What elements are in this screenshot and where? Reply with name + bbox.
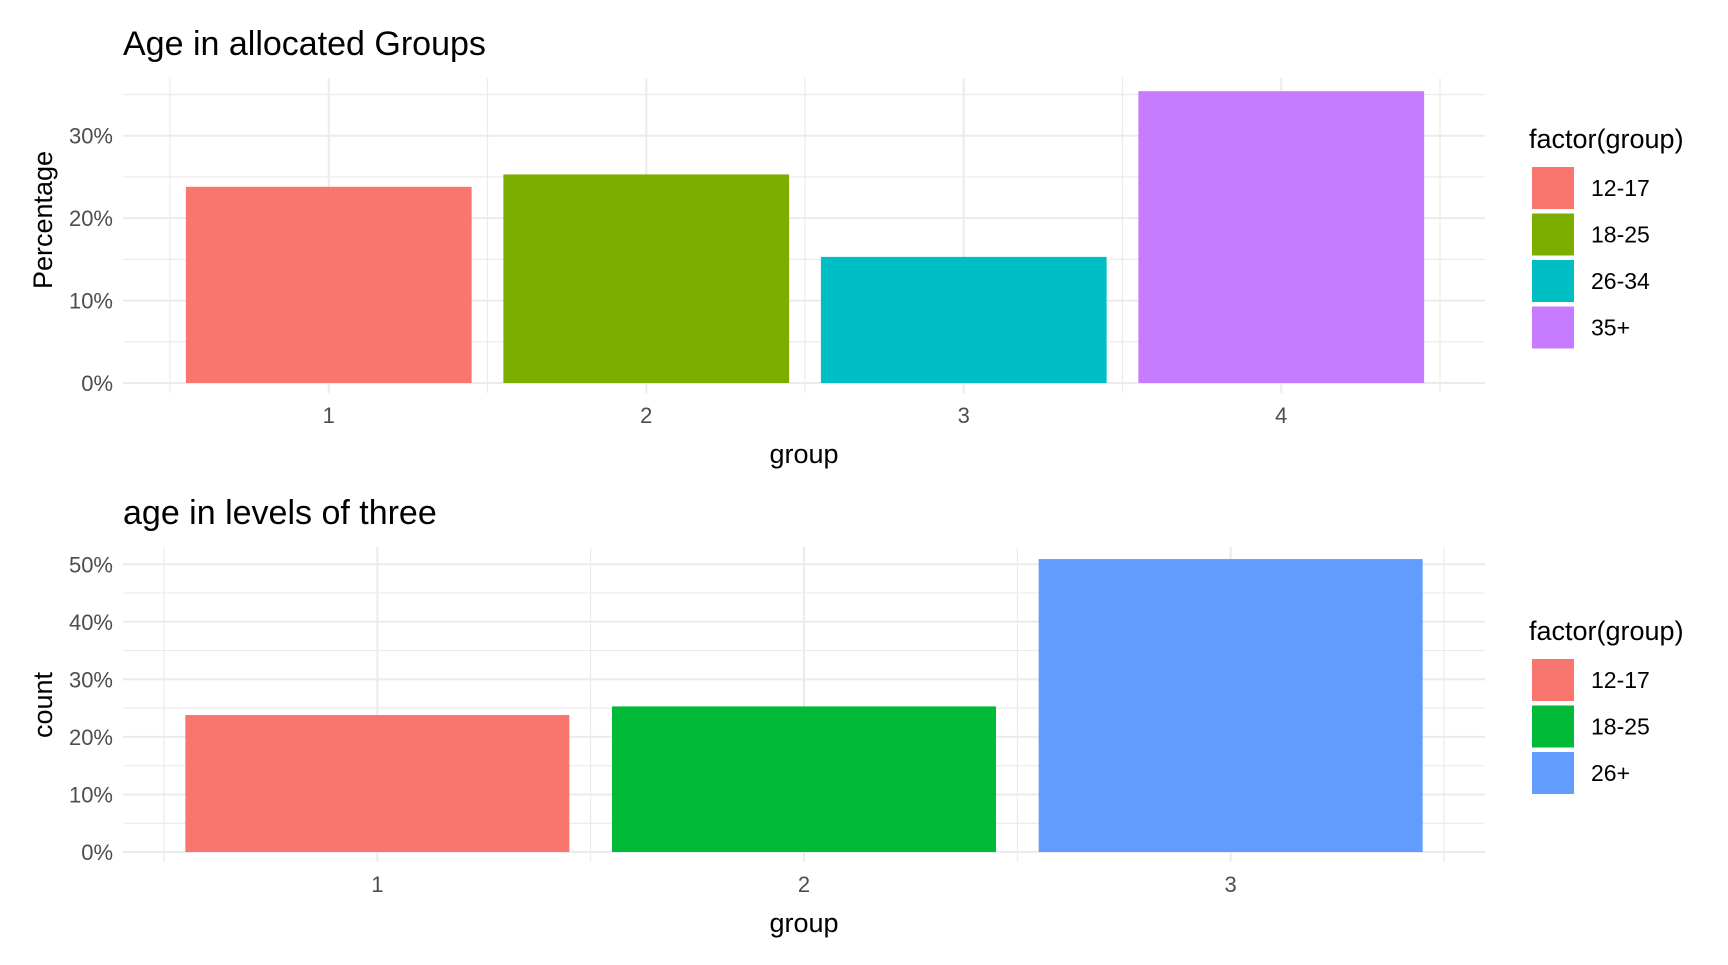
legend-key-18-25 <box>1532 213 1574 256</box>
chart-2-y-axis-title: count <box>28 671 58 738</box>
bar-group-3 <box>1038 559 1423 852</box>
y-tick-label: 20% <box>69 206 113 231</box>
chart-1-y-axis-title: Percentage <box>28 151 58 289</box>
legend-key-12-17 <box>1532 659 1574 701</box>
chart-1-legend: 12-17 18-25 26-34 35+ <box>1532 167 1650 349</box>
legend-key-12-17 <box>1532 167 1574 209</box>
y-tick-label: 50% <box>69 552 113 577</box>
x-tick-label: 2 <box>798 872 810 897</box>
bar-group-3 <box>820 256 1107 383</box>
legend-key-35+ <box>1532 306 1574 349</box>
legend-key-26+ <box>1532 752 1574 794</box>
x-tick-label: 1 <box>371 872 383 897</box>
chart-2-x-axis-title: group <box>769 908 838 938</box>
bar-group-2 <box>503 174 790 383</box>
chart-2-legend-title: factor(group) <box>1529 616 1684 646</box>
bar-group-2 <box>612 706 996 852</box>
y-tick-label: 30% <box>69 124 113 149</box>
x-tick-label: 1 <box>323 403 335 428</box>
chart-1-title: Age in allocated Groups <box>123 25 486 63</box>
legend-label: 12-17 <box>1591 175 1650 201</box>
legend-key-18-25 <box>1532 705 1574 748</box>
legend-label: 18-25 <box>1591 714 1650 740</box>
legend-label: 26+ <box>1591 760 1630 786</box>
y-tick-label: 0% <box>81 840 113 865</box>
legend-label: 12-17 <box>1591 667 1650 693</box>
chart-1-legend-title: factor(group) <box>1529 124 1684 154</box>
bar-group-4 <box>1138 91 1425 384</box>
x-tick-label: 3 <box>1225 872 1237 897</box>
legend-key-26-34 <box>1532 260 1574 302</box>
y-tick-label: 30% <box>69 667 113 692</box>
chart-1-x-axis-title: group <box>769 439 838 469</box>
chart-1: Age in allocated Groups 0%10%20%30%1 2 3 4 … <box>28 25 1684 469</box>
legend-label: 26-34 <box>1591 268 1650 294</box>
chart-2-plot-panel: 0% 10% 20% 30% 40% 50% 1 2 3 <box>69 547 1485 897</box>
chart-2-title: age in levels of three <box>123 494 437 532</box>
y-tick-label: 20% <box>69 725 113 750</box>
legend-label: 35+ <box>1591 315 1630 341</box>
y-tick-label: 40% <box>69 610 113 635</box>
y-tick-label: 0% <box>81 371 113 396</box>
x-tick-label: 3 <box>958 403 970 428</box>
chart-2: age in levels of three 0% 10% 20% 30% 40% 50%… <box>28 494 1684 938</box>
chart-2-legend: 12-17 18-25 26+ <box>1532 659 1650 794</box>
y-tick-label: 10% <box>69 782 113 807</box>
bar-group-1 <box>185 715 570 852</box>
x-tick-label: 4 <box>1275 403 1287 428</box>
bar-group-1 <box>185 186 472 383</box>
legend-label: 18-25 <box>1591 222 1650 248</box>
y-tick-label: 10% <box>69 289 113 314</box>
x-tick-label: 2 <box>640 403 652 428</box>
chart-1-plot-panel: 0% 10% 20% 30% 1 2 3 4 <box>69 78 1485 428</box>
